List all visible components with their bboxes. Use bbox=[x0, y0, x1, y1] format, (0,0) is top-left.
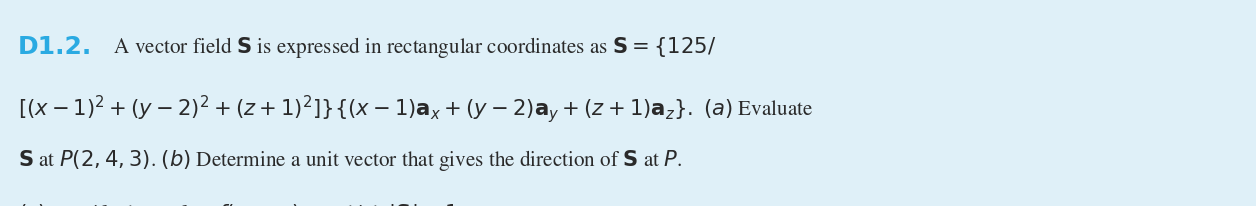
Text: D1.2.: D1.2. bbox=[18, 35, 92, 59]
Text: A vector field $\mathbf{S}$ is expressed in rectangular coordinates as $\mathbf{: A vector field $\mathbf{S}$ is expressed… bbox=[103, 35, 716, 60]
Text: $\mathbf{S}$ at $P(2, 4, 3)$. $(b)$ Determine a unit vector that gives the direc: $\mathbf{S}$ at $P(2, 4, 3)$. $(b)$ Dete… bbox=[18, 148, 682, 173]
Text: $(c)$ Specify the surface $f(x, y, z)$ on which $|\mathbf{S}| = 1$.: $(c)$ Specify the surface $f(x, y, z)$ o… bbox=[18, 202, 463, 206]
Text: $[(x-1)^2+(y-2)^2+(z+1)^2]\}\{(x-1)\mathbf{a}_x+(y-2)\mathbf{a}_y+(z+1)\mathbf{a: $[(x-1)^2+(y-2)^2+(z+1)^2]\}\{(x-1)\math… bbox=[18, 93, 813, 125]
